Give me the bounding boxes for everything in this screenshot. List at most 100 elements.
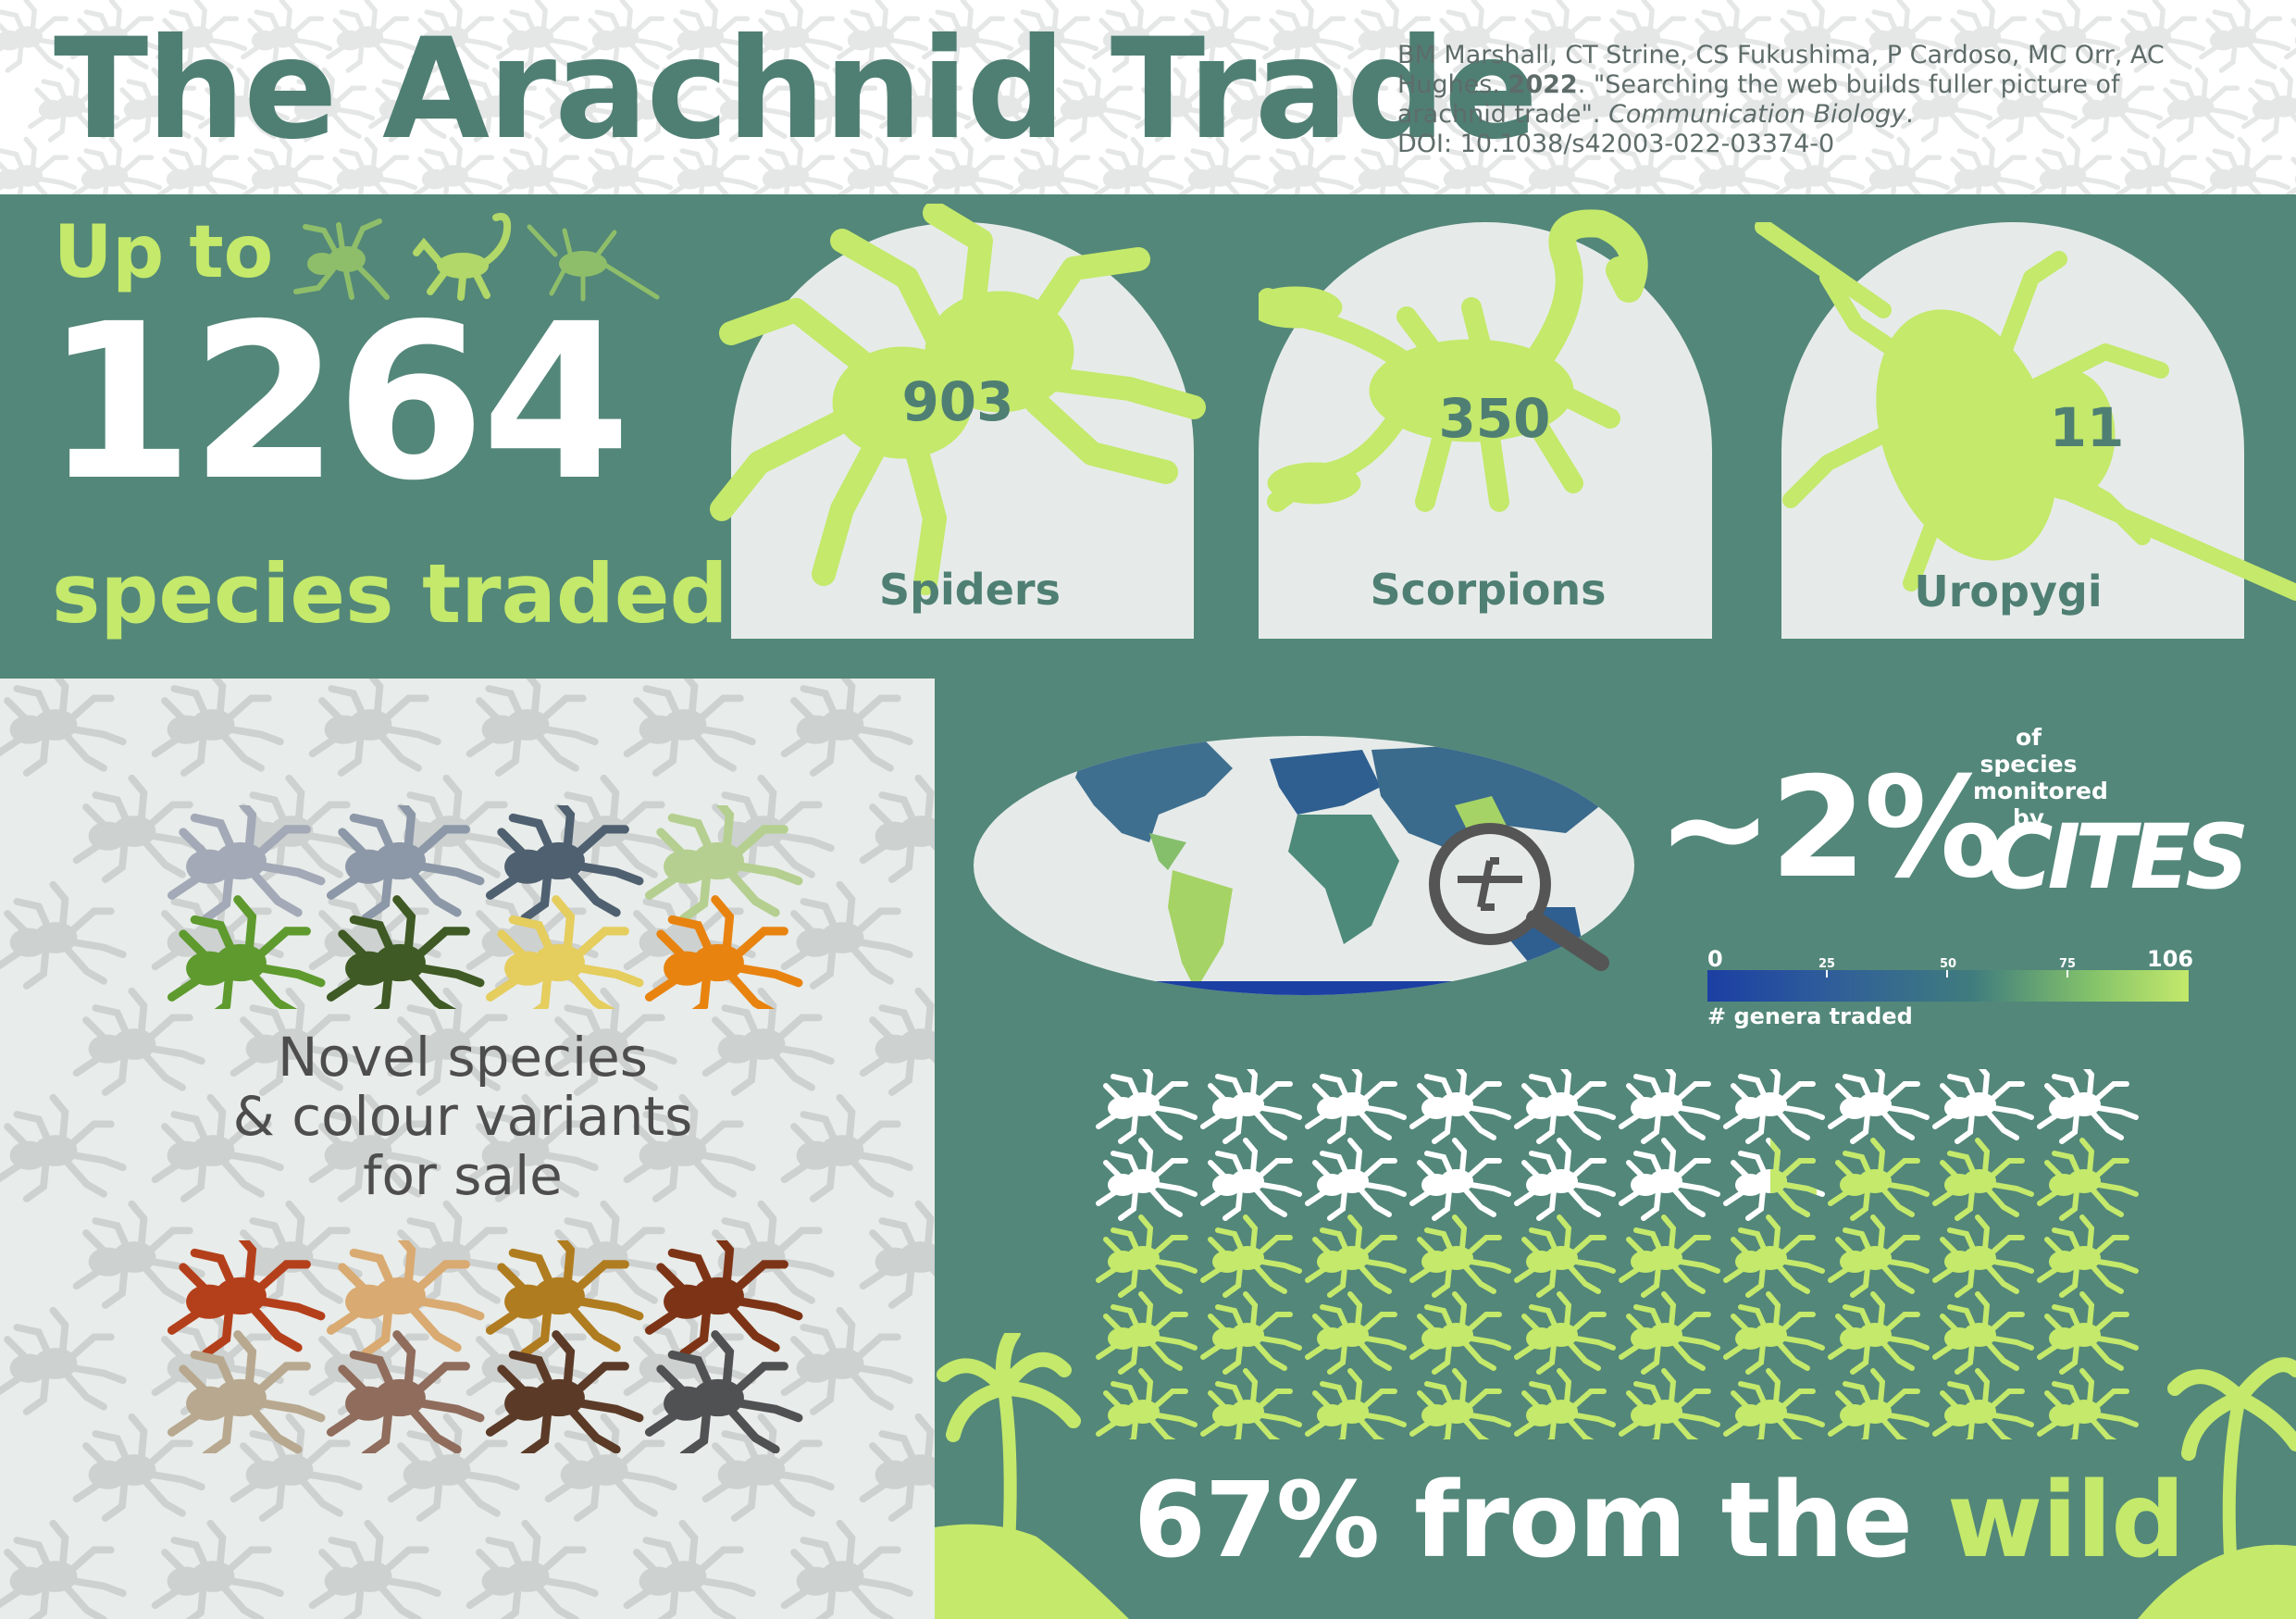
colour-variant-spider-icon [326, 1240, 485, 1358]
background-spider-icon [1773, 136, 1866, 194]
wild-proportion-spider-icon [1096, 1214, 1198, 1298]
wild-proportion-spider-icon [1200, 1291, 1302, 1375]
background-spider-icon [0, 1306, 127, 1415]
background-spider-icon [666, 136, 759, 194]
background-spider-icon [1986, 67, 2079, 143]
wild-proportion-spider-icon [1723, 1069, 1825, 1144]
background-spider-icon [1220, 67, 1312, 143]
citation-journal: Communication Biology [1608, 100, 1906, 129]
wild-proportion-spider-icon [1409, 1291, 1511, 1375]
wild-proportion-spider-icon [1723, 1214, 1825, 1298]
background-spider-icon [368, 67, 461, 143]
background-spider-icon [70, 136, 163, 194]
legend-tick [1826, 970, 1828, 978]
wild-proportion-spider-icon [1096, 1138, 1198, 1221]
background-spider-icon [1773, 0, 1866, 73]
background-spider-icon [2284, 18, 2296, 60]
background-spider-icon [1177, 136, 1270, 194]
legend-75: 75 [2059, 957, 2077, 971]
background-spider-icon [794, 67, 887, 143]
wild-proportion-spider-icon [1828, 1069, 1930, 1144]
wild-proportion-spider-icon [1514, 1138, 1616, 1221]
background-spider-icon [1092, 136, 1185, 194]
legend-tick [1946, 970, 1948, 978]
background-spider-icon [780, 679, 913, 777]
background-spider-icon [879, 67, 972, 143]
total-species-count: 1264 [44, 278, 631, 528]
colour-variant-spider-icon [326, 1330, 485, 1453]
colour-variant-spider-icon [485, 1240, 644, 1358]
background-spider-icon [411, 136, 503, 194]
background-spider-icon [0, 1093, 127, 1202]
wild-proportion-spider-icon [1932, 1138, 2034, 1221]
wild-proportion-spider-icon [1514, 1368, 1616, 1439]
wild-proportion-spider-icon [1096, 1291, 1198, 1375]
wild-caught-text: 67% from the [1134, 1461, 1913, 1581]
background-spider-icon [2199, 0, 2291, 73]
wild-proportion-spider-icon [1619, 1291, 1720, 1375]
background-spider-icon [623, 1093, 756, 1202]
background-spider-icon [0, 880, 127, 990]
background-spider-icon [308, 1093, 441, 1202]
background-spider-icon [0, 679, 127, 777]
background-spider-icon [1603, 0, 1695, 73]
background-spider-icon [859, 1200, 935, 1309]
wild-proportion-spider-icon [1305, 1069, 1407, 1144]
background-spider-icon [1943, 136, 2036, 194]
antarctica-region [974, 981, 1634, 995]
wild-proportion-spider-icon [1305, 1138, 1407, 1221]
background-spider-icon [465, 1093, 599, 1202]
background-spider-icon [581, 0, 674, 73]
background-spider-icon [2029, 0, 2121, 73]
background-spider-icon [72, 987, 205, 1096]
background-spider-icon [581, 136, 674, 194]
background-spider-icon [151, 1093, 284, 1202]
background-spider-icon [701, 987, 835, 1096]
magnifier-icon [1429, 823, 1609, 971]
background-spider-icon [780, 880, 913, 990]
wild-proportion-spider-icon [1619, 1368, 1720, 1439]
background-spider-icon [465, 1519, 599, 1619]
palm-left-icon [935, 1333, 1129, 1619]
background-spider-icon [1816, 67, 1908, 143]
arachnid-icons [293, 212, 660, 302]
background-spider-icon [2114, 136, 2206, 194]
background-spider-icon [964, 67, 1057, 143]
wild-proportion-spider-icon [1828, 1138, 1930, 1221]
background-spider-icon [1560, 67, 1653, 143]
north-america-region [1075, 741, 1233, 842]
colour-variant-spider-icon [167, 1240, 326, 1358]
wild-proportion-spider-icon [1200, 1138, 1302, 1221]
background-spider-icon [1688, 136, 1781, 194]
background-spider-icon [387, 987, 520, 1096]
background-spider-icon [2071, 67, 2164, 143]
wild-proportion-spider-icon [1932, 1214, 2034, 1298]
citation-year: 2022 [1508, 70, 1578, 99]
background-spider-icon [151, 679, 284, 777]
background-spider-icon [539, 67, 631, 143]
south-america-region [1168, 870, 1233, 990]
spider-silhouette-icon [710, 204, 1206, 595]
background-spider-icon [2199, 136, 2291, 194]
background-spider-icon [1007, 136, 1099, 194]
wild-proportion-spider-icon [1200, 1069, 1302, 1144]
wild-proportion-spider-icon [1932, 1368, 2034, 1439]
background-spider-icon [1049, 67, 1142, 143]
background-spider-icon [0, 136, 78, 194]
background-spider-icon [70, 0, 163, 73]
palm-right-icon [2138, 1357, 2296, 1619]
spider-icon [293, 218, 390, 300]
wild-proportion-spider-icon [1409, 1368, 1511, 1439]
colour-variant-spider-icon [326, 805, 485, 923]
background-spider-icon [1518, 0, 1610, 73]
legend-min: 0 [1707, 946, 1723, 972]
header-spider-pattern [0, 0, 2296, 194]
background-spider-icon [709, 67, 801, 143]
uropygi-silhouette-icon [1755, 222, 2296, 601]
wild-proportion-spider-icon [1619, 1069, 1720, 1144]
background-spider-icon [0, 1519, 127, 1619]
background-spider-icon [1731, 67, 1823, 143]
scorpion-icon [413, 212, 512, 301]
background-spider-icon [623, 1519, 756, 1619]
